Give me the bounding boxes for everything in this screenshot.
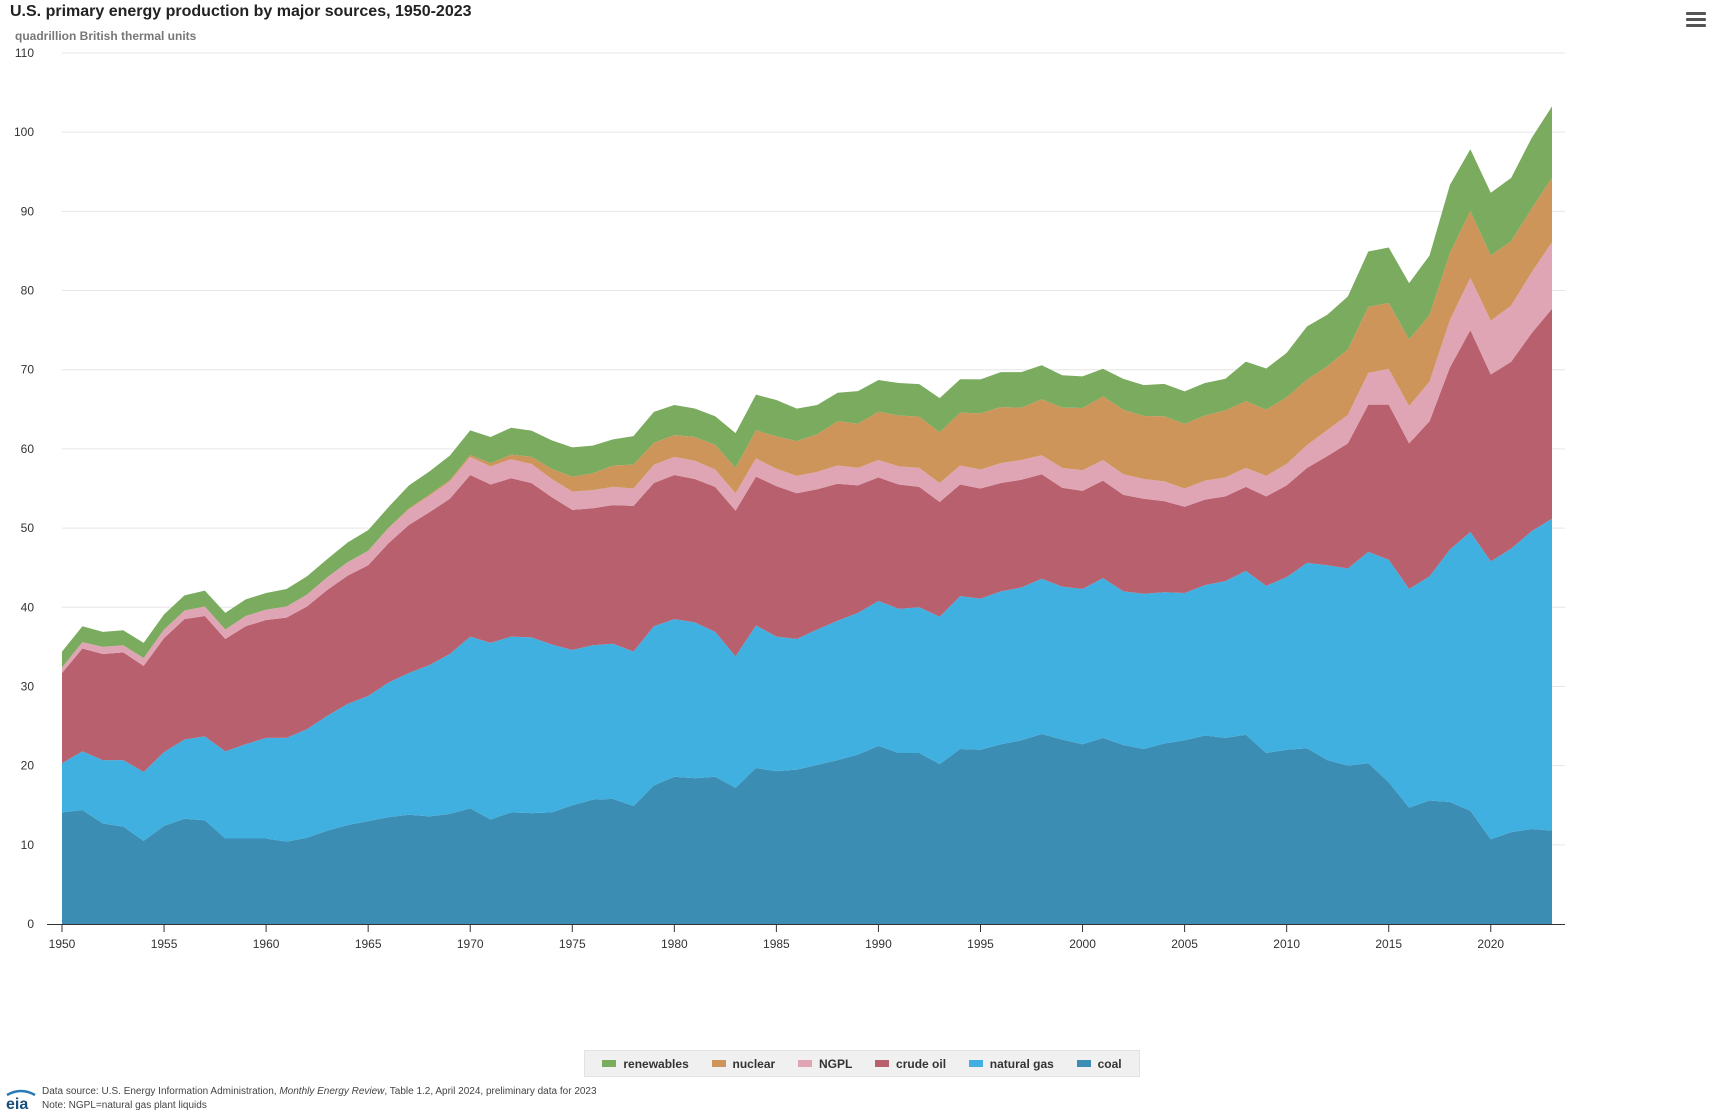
- legend-swatch: [1076, 1060, 1091, 1067]
- legend-item-coal[interactable]: coal: [1076, 1056, 1122, 1071]
- x-tick-label: 2005: [1171, 937, 1198, 951]
- area-coal[interactable]: [62, 733, 1552, 924]
- y-tick-label: 90: [21, 204, 35, 218]
- footer-source: Data source: U.S. Energy Information Adm…: [42, 1085, 597, 1113]
- area-series: [62, 106, 1552, 924]
- x-tick-label: 1985: [763, 937, 790, 951]
- eia-logo: eia: [6, 1089, 36, 1112]
- chart-subtitle: quadrillion British thermal units: [15, 29, 197, 43]
- x-tick-label: 1960: [253, 937, 280, 951]
- area-nuclear[interactable]: [62, 177, 1552, 668]
- y-tick-label: 0: [27, 917, 34, 931]
- legend-swatch: [875, 1060, 890, 1067]
- x-tick-label: 2010: [1273, 937, 1300, 951]
- y-tick-label: 100: [14, 125, 34, 139]
- legend-swatch: [797, 1060, 812, 1067]
- y-tick-label: 110: [15, 46, 34, 60]
- source-note: Note: NGPL=natural gas plant liquids: [42, 1100, 207, 1111]
- x-tick-label: 1990: [865, 937, 892, 951]
- y-axis-labels: 0 10 20 30 40 50 60 70 80 90 100 110: [14, 46, 34, 931]
- y-tick-label: 70: [21, 363, 35, 377]
- y-tick-label: 20: [21, 759, 35, 773]
- x-tick-label: 1995: [967, 937, 994, 951]
- y-tick-label: 80: [21, 284, 35, 298]
- menu-bar: [1686, 18, 1706, 21]
- x-tick-label: 1965: [355, 937, 382, 951]
- legend-label: NGPL: [818, 1056, 853, 1071]
- legend-swatch: [602, 1060, 617, 1067]
- legend-label: coal: [1097, 1056, 1122, 1071]
- chart-title: U.S. primary energy production by major …: [10, 3, 472, 20]
- svg-text:eia: eia: [6, 1096, 28, 1112]
- x-axis: [47, 924, 1565, 932]
- legend-swatch: [968, 1060, 983, 1067]
- x-axis-labels: 1950 1955 1960 1965 1970 1975 1980 1985 1990 1995…: [49, 937, 1505, 951]
- legend-item-natural-gas[interactable]: natural gas: [968, 1056, 1054, 1071]
- menu-bar: [1686, 24, 1706, 27]
- legend-swatch: [711, 1060, 726, 1067]
- x-tick-label: 1980: [661, 937, 688, 951]
- y-tick-label: 60: [21, 442, 35, 456]
- legend-label: nuclear: [732, 1056, 776, 1071]
- legend-item-renewables[interactable]: renewables: [602, 1056, 689, 1071]
- menu-bar: [1686, 12, 1706, 15]
- source-publication: Monthly Energy Review: [279, 1086, 385, 1097]
- area-natural-gas[interactable]: [62, 518, 1552, 842]
- area-crude-oil[interactable]: [62, 308, 1552, 772]
- y-tick-label: 50: [21, 521, 35, 535]
- x-tick-label: 1975: [559, 937, 586, 951]
- y-tick-label: 30: [21, 679, 35, 693]
- legend-item-crude-oil[interactable]: crude oil: [875, 1057, 946, 1071]
- x-tick-label: 2015: [1375, 937, 1402, 951]
- x-tick-label: 2020: [1477, 937, 1504, 951]
- legend-label: natural gas: [989, 1056, 1054, 1071]
- x-tick-label: 1970: [457, 937, 484, 951]
- legend-label: renewables: [623, 1056, 689, 1071]
- x-tick-label: 1955: [151, 937, 178, 951]
- source-prefix: Data source: U.S. Energy Information Adm…: [42, 1086, 280, 1097]
- legend-label: crude oil: [896, 1056, 947, 1071]
- chart-legend: renewables nuclear NGPL crude oil natural ga…: [584, 1050, 1140, 1077]
- legend-item-ngpl[interactable]: NGPL: [797, 1056, 853, 1071]
- y-tick-label: 10: [21, 838, 35, 852]
- x-tick-label: 1950: [49, 937, 76, 951]
- x-tick-label: 2000: [1069, 937, 1096, 951]
- source-suffix: , Table 1.2, April 2024, preliminary dat…: [384, 1086, 597, 1097]
- legend-item-nuclear[interactable]: nuclear: [711, 1056, 776, 1071]
- area-renewables[interactable]: [62, 106, 1552, 668]
- y-tick-label: 40: [21, 600, 35, 614]
- hamburger-menu-icon[interactable]: [1686, 12, 1706, 30]
- source-line: Data source: U.S. Energy Information Adm…: [42, 1085, 597, 1099]
